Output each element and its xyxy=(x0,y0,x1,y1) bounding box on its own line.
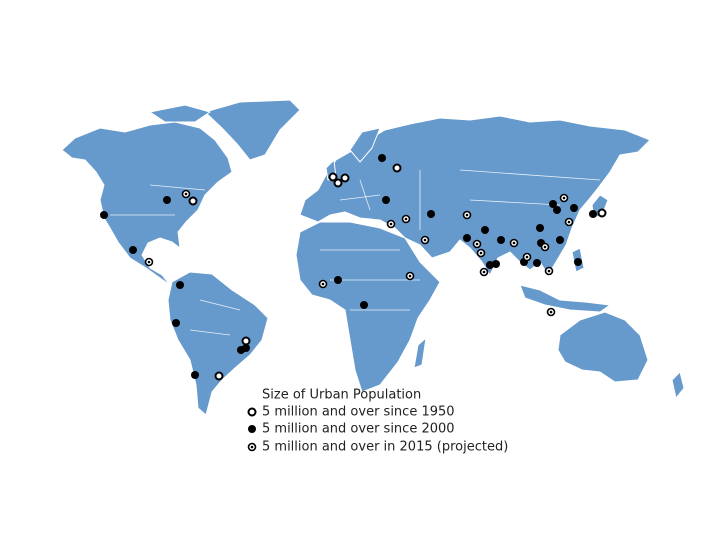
city-marker xyxy=(533,259,541,267)
legend-symbol xyxy=(247,407,257,417)
greenland xyxy=(204,99,301,161)
city-marker xyxy=(172,319,180,327)
city-marker xyxy=(181,189,191,199)
city-marker xyxy=(129,246,137,254)
city-marker xyxy=(360,301,368,309)
land xyxy=(61,99,685,416)
city-marker xyxy=(540,242,550,252)
markers-1950 xyxy=(188,163,607,381)
city-marker xyxy=(497,236,505,244)
city-marker xyxy=(241,336,251,346)
legend-title: Size of Urban Population xyxy=(262,388,421,403)
city-marker xyxy=(481,226,489,234)
australia xyxy=(557,311,649,383)
city-marker xyxy=(176,281,184,289)
city-marker xyxy=(318,279,328,289)
legend-label: 5 million and over in 2015 (projected) xyxy=(262,440,508,455)
madagascar xyxy=(413,337,427,369)
legend-label: 5 million and over since 1950 xyxy=(262,405,455,420)
city-marker xyxy=(553,206,561,214)
city-marker xyxy=(401,214,411,224)
city-marker xyxy=(536,224,544,232)
city-marker xyxy=(242,344,250,352)
borders xyxy=(110,169,601,336)
city-marker xyxy=(544,266,554,276)
south-america xyxy=(167,271,269,416)
city-marker xyxy=(570,204,578,212)
city-marker xyxy=(472,239,482,249)
city-marker xyxy=(564,217,574,227)
city-marker xyxy=(144,257,154,267)
city-marker xyxy=(163,196,171,204)
city-marker xyxy=(486,261,494,269)
city-marker xyxy=(549,200,557,208)
city-marker xyxy=(420,235,430,245)
city-marker xyxy=(476,248,486,258)
city-marker xyxy=(188,196,198,206)
city-marker xyxy=(405,271,415,281)
city-marker xyxy=(392,163,402,173)
city-marker xyxy=(589,210,597,218)
markers-2000 xyxy=(100,154,597,379)
city-marker xyxy=(214,371,224,381)
city-marker xyxy=(492,260,500,268)
markers-2015 xyxy=(144,189,574,317)
city-marker xyxy=(479,267,489,277)
legend-label: 5 million and over since 2000 xyxy=(262,422,455,437)
city-marker xyxy=(522,252,532,262)
city-marker xyxy=(328,172,338,182)
city-markers xyxy=(100,154,607,381)
city-marker xyxy=(334,276,342,284)
eurasia xyxy=(299,115,651,276)
indonesia xyxy=(519,284,611,313)
city-marker xyxy=(333,178,343,188)
city-marker xyxy=(559,193,569,203)
city-marker xyxy=(427,210,435,218)
africa xyxy=(295,221,441,393)
city-marker xyxy=(546,307,556,317)
city-marker xyxy=(100,211,108,219)
city-marker xyxy=(574,258,582,266)
city-marker xyxy=(463,234,471,242)
city-marker xyxy=(382,196,390,204)
legend-symbol xyxy=(248,425,256,433)
arctic-islands xyxy=(149,104,211,123)
city-marker xyxy=(340,173,350,183)
city-marker xyxy=(386,219,396,229)
scandinavia xyxy=(349,127,381,163)
new-zealand xyxy=(671,371,685,399)
city-marker xyxy=(378,154,386,162)
city-marker xyxy=(191,371,199,379)
city-marker xyxy=(462,210,472,220)
legend-symbol xyxy=(247,442,257,452)
city-marker xyxy=(509,238,519,248)
legend: Size of Urban Population 5 million and o… xyxy=(247,388,508,455)
city-marker xyxy=(597,208,607,218)
city-marker xyxy=(556,236,564,244)
